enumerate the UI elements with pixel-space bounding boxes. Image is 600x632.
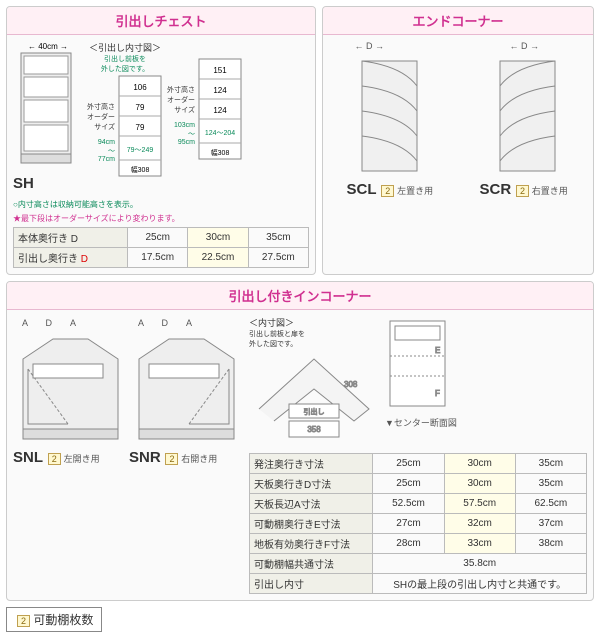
sh-interior-a: 106 79 79 79〜249 幅308: [117, 74, 163, 184]
legend: 2 可動棚枚数: [6, 607, 102, 632]
svg-text:106: 106: [133, 83, 147, 92]
snl-block: A D A SNL 2 左開き用: [13, 316, 123, 466]
svg-text:79: 79: [136, 103, 145, 112]
scr-diagram: [480, 51, 570, 181]
legend-text: 可動棚枚数: [33, 613, 93, 627]
sh-chest-diagram: ← 40cm → SH: [13, 41, 83, 196]
section-incorner: 引出し付きインコーナー A D A SNL 2 左開き用: [6, 281, 594, 601]
snr-diagram: [129, 329, 239, 449]
sh-interior-b: 151 124 124 124〜204 幅308: [197, 57, 243, 167]
svg-text:124: 124: [213, 106, 227, 115]
sh-spec-table: 本体奥行き D25cm30cm35cm引出し奥行き D17.5cm22.5cm2…: [13, 227, 309, 268]
badge: 2: [516, 185, 529, 197]
scl-block: ← D → SCL 2 左置き用: [347, 41, 437, 198]
legend-badge: 2: [17, 615, 30, 627]
corner-title: エンドコーナー: [323, 7, 593, 35]
badge: 2: [48, 453, 61, 465]
scl-diagram: [347, 51, 437, 181]
snl-diagram: [13, 329, 123, 449]
scr-block: ← D → SCR 2 右置き用: [480, 41, 570, 198]
svg-text:引出し: 引出し: [304, 407, 325, 416]
svg-text:E: E: [435, 346, 440, 355]
section-endcorner: エンドコーナー ← D → SCL 2 左置き用: [322, 6, 594, 275]
section-sh: 引出しチェスト ← 40cm →: [6, 6, 316, 275]
incorner-spec-table: 発注奥行き寸法25cm30cm35cm天板奥行きD寸法25cm30cm35cm天…: [249, 453, 587, 594]
incorner-interior: 308 引出し 358: [249, 349, 379, 449]
svg-text:← 40cm →: ← 40cm →: [28, 42, 68, 51]
sh-title: 引出しチェスト: [7, 7, 315, 35]
section-view: E F: [385, 316, 455, 416]
svg-text:79〜249: 79〜249: [127, 147, 154, 154]
svg-text:幅308: 幅308: [211, 148, 230, 157]
badge: 2: [165, 453, 178, 465]
badge: 2: [381, 185, 394, 197]
incorner-title: 引出し付きインコーナー: [7, 282, 593, 310]
snr-block: A D A SNR 2 右開き用: [129, 316, 239, 466]
sh-code: SH: [13, 175, 83, 192]
svg-text:F: F: [435, 389, 440, 398]
svg-text:308: 308: [344, 380, 358, 389]
svg-text:79: 79: [136, 123, 145, 132]
svg-text:358: 358: [307, 425, 321, 434]
svg-text:151: 151: [213, 66, 227, 75]
svg-text:124〜204: 124〜204: [205, 130, 235, 137]
svg-text:幅308: 幅308: [131, 165, 150, 174]
svg-text:124: 124: [213, 86, 227, 95]
